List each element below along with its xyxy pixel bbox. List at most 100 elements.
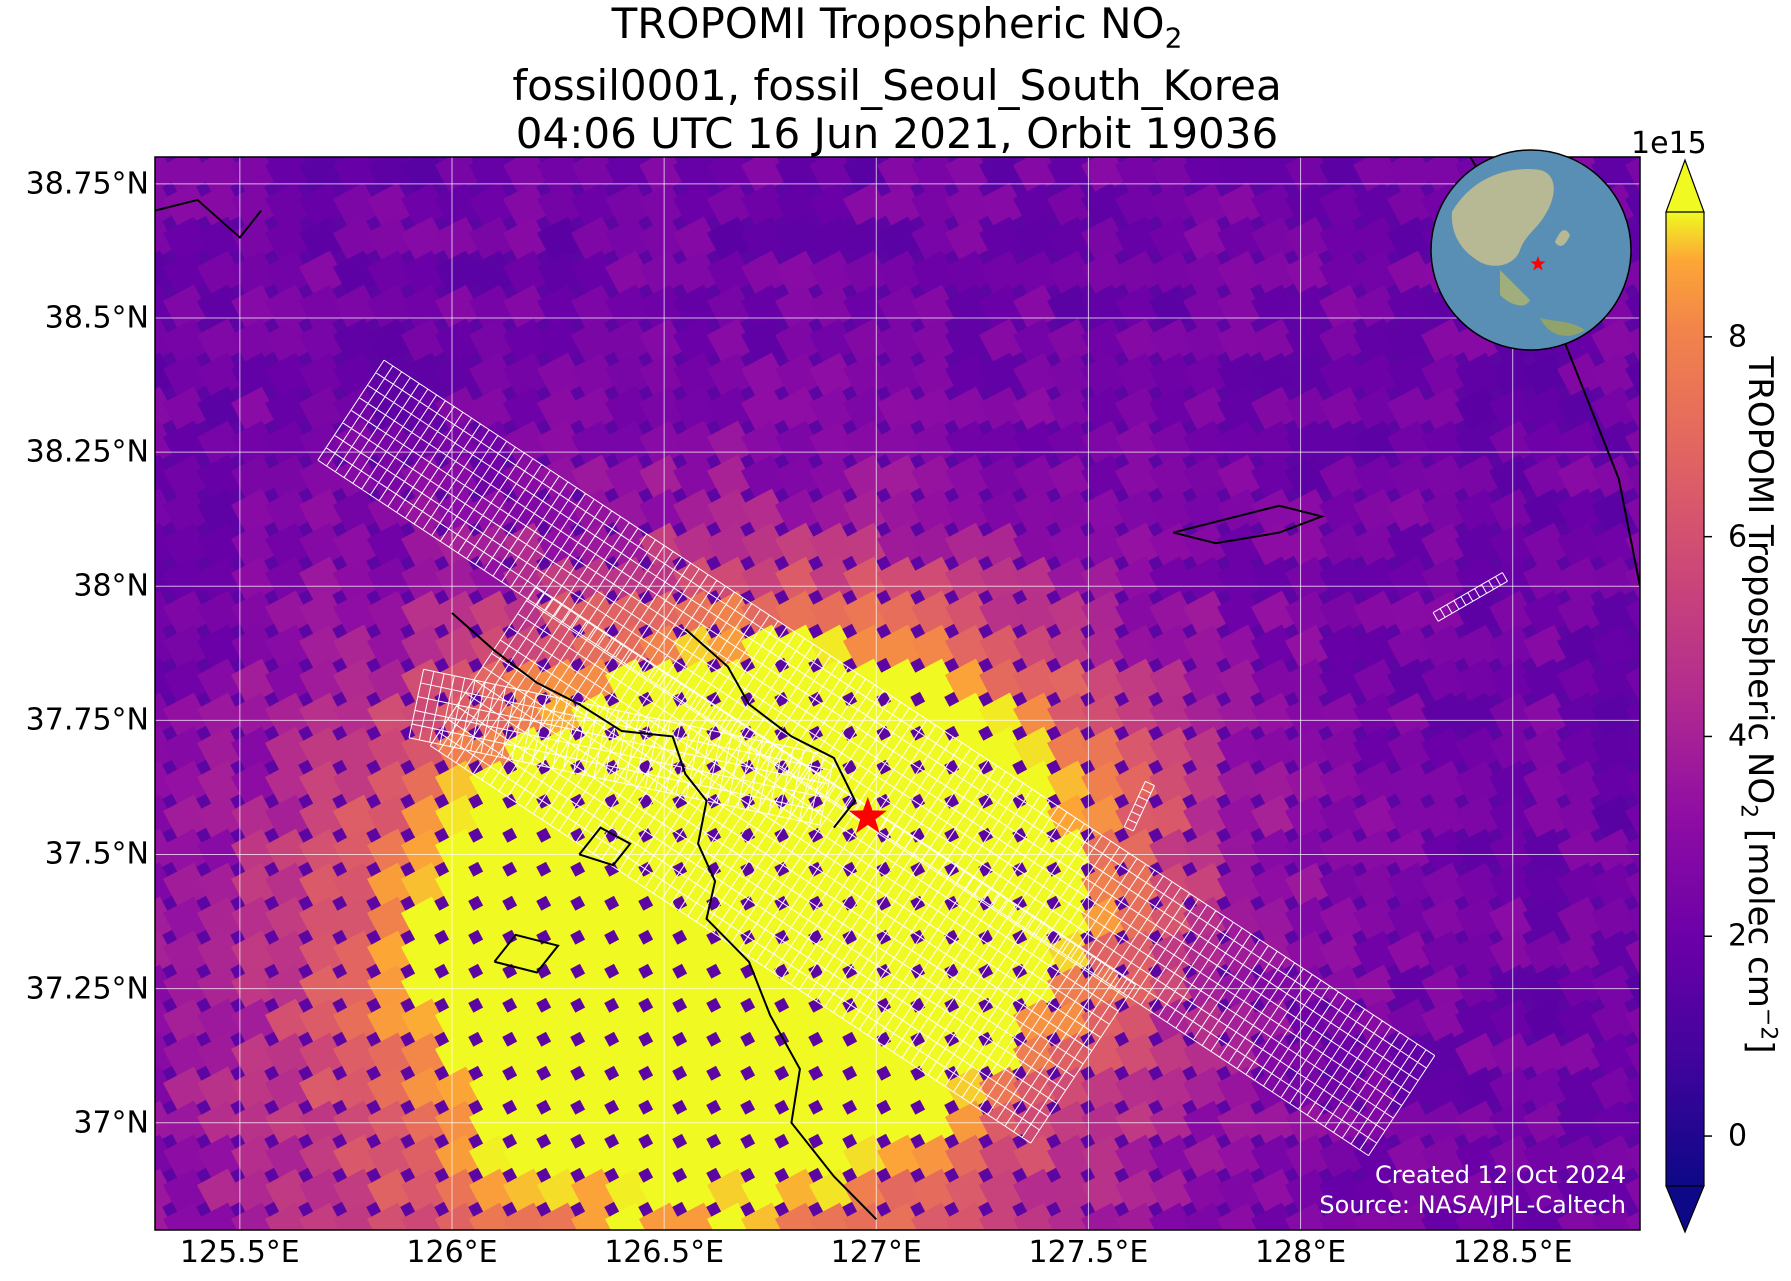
no2-pixel: [605, 1202, 653, 1230]
no2-pixel: [1591, 760, 1639, 808]
no2-pixel: [1115, 157, 1163, 162]
no2-pixel: [1489, 81, 1536, 128]
no2-pixel: [571, 454, 619, 502]
no2-pixel: [264, 896, 313, 944]
no2-pixel: [1251, 284, 1299, 332]
no2-pixel: [469, 760, 517, 808]
no2-pixel: [333, 522, 381, 570]
no2-pixel: [1217, 81, 1264, 128]
no2-pixel: [1523, 1271, 1570, 1281]
no2-pixel: [673, 794, 721, 842]
no2-pixel: [264, 1134, 313, 1182]
no2-pixel: [1183, 1032, 1231, 1080]
no2-pixel: [1557, 930, 1605, 978]
no2-pixel: [1387, 157, 1435, 162]
no2-pixel: [401, 590, 449, 638]
no2-pixel: [162, 692, 211, 740]
no2-pixel: [1149, 1168, 1197, 1216]
no2-pixel: [740, 250, 789, 298]
no2-pixel: [571, 386, 619, 434]
no2-pixel: [1353, 157, 1401, 162]
no2-pixel: [503, 1168, 551, 1216]
no2-pixel: [264, 284, 313, 332]
no2-pixel: [1217, 1202, 1265, 1230]
no2-pixel: [706, 1032, 755, 1080]
no2-pixel: [1455, 794, 1503, 842]
no2-pixel: [605, 318, 653, 366]
no2-pixel: [707, 157, 755, 162]
no2-pixel: [1387, 386, 1435, 434]
no2-pixel: [1523, 488, 1571, 536]
no2-pixel: [163, 1168, 211, 1216]
title-line-2: fossil0001, fossil_Seoul_South_Korea: [512, 61, 1282, 111]
no2-pixel: [945, 522, 993, 570]
no2-pixel: [945, 1100, 993, 1148]
no2-pixel: [332, 998, 381, 1046]
inset-globe: [1430, 149, 1632, 351]
no2-pixel: [264, 828, 313, 876]
no2-pixel: [367, 454, 415, 502]
no2-pixel: [910, 590, 959, 638]
no2-pixel: [1591, 828, 1639, 876]
lon-tick-label: 128.5°E: [1452, 1235, 1573, 1270]
no2-pixel: [469, 1066, 517, 1114]
no2-pixel: [979, 1271, 1026, 1281]
no2-pixel: [1591, 1237, 1638, 1281]
no2-pixel: [197, 157, 245, 162]
lat-tick-label: 38°N: [73, 568, 149, 604]
coastline-segment: [578, 826, 632, 867]
no2-pixel: [1012, 726, 1061, 774]
no2-pixel: [155, 157, 177, 162]
no2-pixel: [264, 998, 313, 1046]
no2-pixel: [155, 454, 177, 502]
no2-pixel: [1047, 182, 1095, 230]
no2-pixel: [536, 386, 585, 434]
no2-pixel: [1115, 420, 1163, 468]
no2-pixel: [809, 726, 857, 774]
no2-pixel: [876, 1134, 925, 1182]
no2-pixel: [605, 1134, 653, 1182]
no2-pixel: [401, 1032, 449, 1080]
no2-pixel: [1251, 454, 1299, 502]
no2-pixel: [1353, 250, 1401, 298]
no2-pixel: [1013, 1271, 1060, 1281]
no2-pixel: [401, 998, 449, 1046]
no2-pixel: [1557, 352, 1605, 400]
no2-pixel: [469, 488, 517, 536]
no2-pixel: [639, 522, 687, 570]
no2-pixel: [707, 590, 755, 638]
no2-pixel: [536, 862, 585, 910]
no2-pixel: [536, 284, 585, 332]
no2-pixel: [1421, 828, 1469, 876]
no2-pixel: [911, 896, 959, 944]
globe-japan-land: [1555, 230, 1570, 246]
no2-pixel: [1183, 590, 1231, 638]
no2-pixel: [230, 386, 279, 434]
no2-pixel: [435, 1066, 483, 1114]
no2-pixel: [1183, 318, 1231, 366]
no2-pixel: [707, 1066, 755, 1114]
no2-pixel: [95, 795, 142, 842]
no2-pixel: [1012, 250, 1061, 298]
no2-pixel: [264, 794, 313, 842]
no2-pixel: [673, 182, 721, 230]
no2-pixel: [571, 284, 619, 332]
no2-pixel: [197, 590, 245, 638]
no2-pixel: [673, 522, 721, 570]
no2-pixel: [197, 216, 245, 264]
no2-pixel: [230, 454, 279, 502]
no2-pixel: [1523, 1202, 1571, 1230]
no2-pixel: [435, 284, 483, 332]
no2-pixel: [1387, 454, 1435, 502]
no2-pixel: [843, 590, 891, 638]
no2-pixel: [155, 828, 177, 876]
no2-pixel: [1183, 828, 1231, 876]
no2-pixel: [1183, 1066, 1231, 1114]
no2-pixel: [1012, 454, 1061, 502]
no2-pixel: [1421, 1271, 1468, 1281]
no2-pixel: [469, 157, 517, 162]
no2-pixel: [162, 624, 211, 672]
no2-pixel: [1421, 420, 1469, 468]
no2-pixel: [1557, 1202, 1605, 1230]
no2-pixel: [197, 420, 245, 468]
